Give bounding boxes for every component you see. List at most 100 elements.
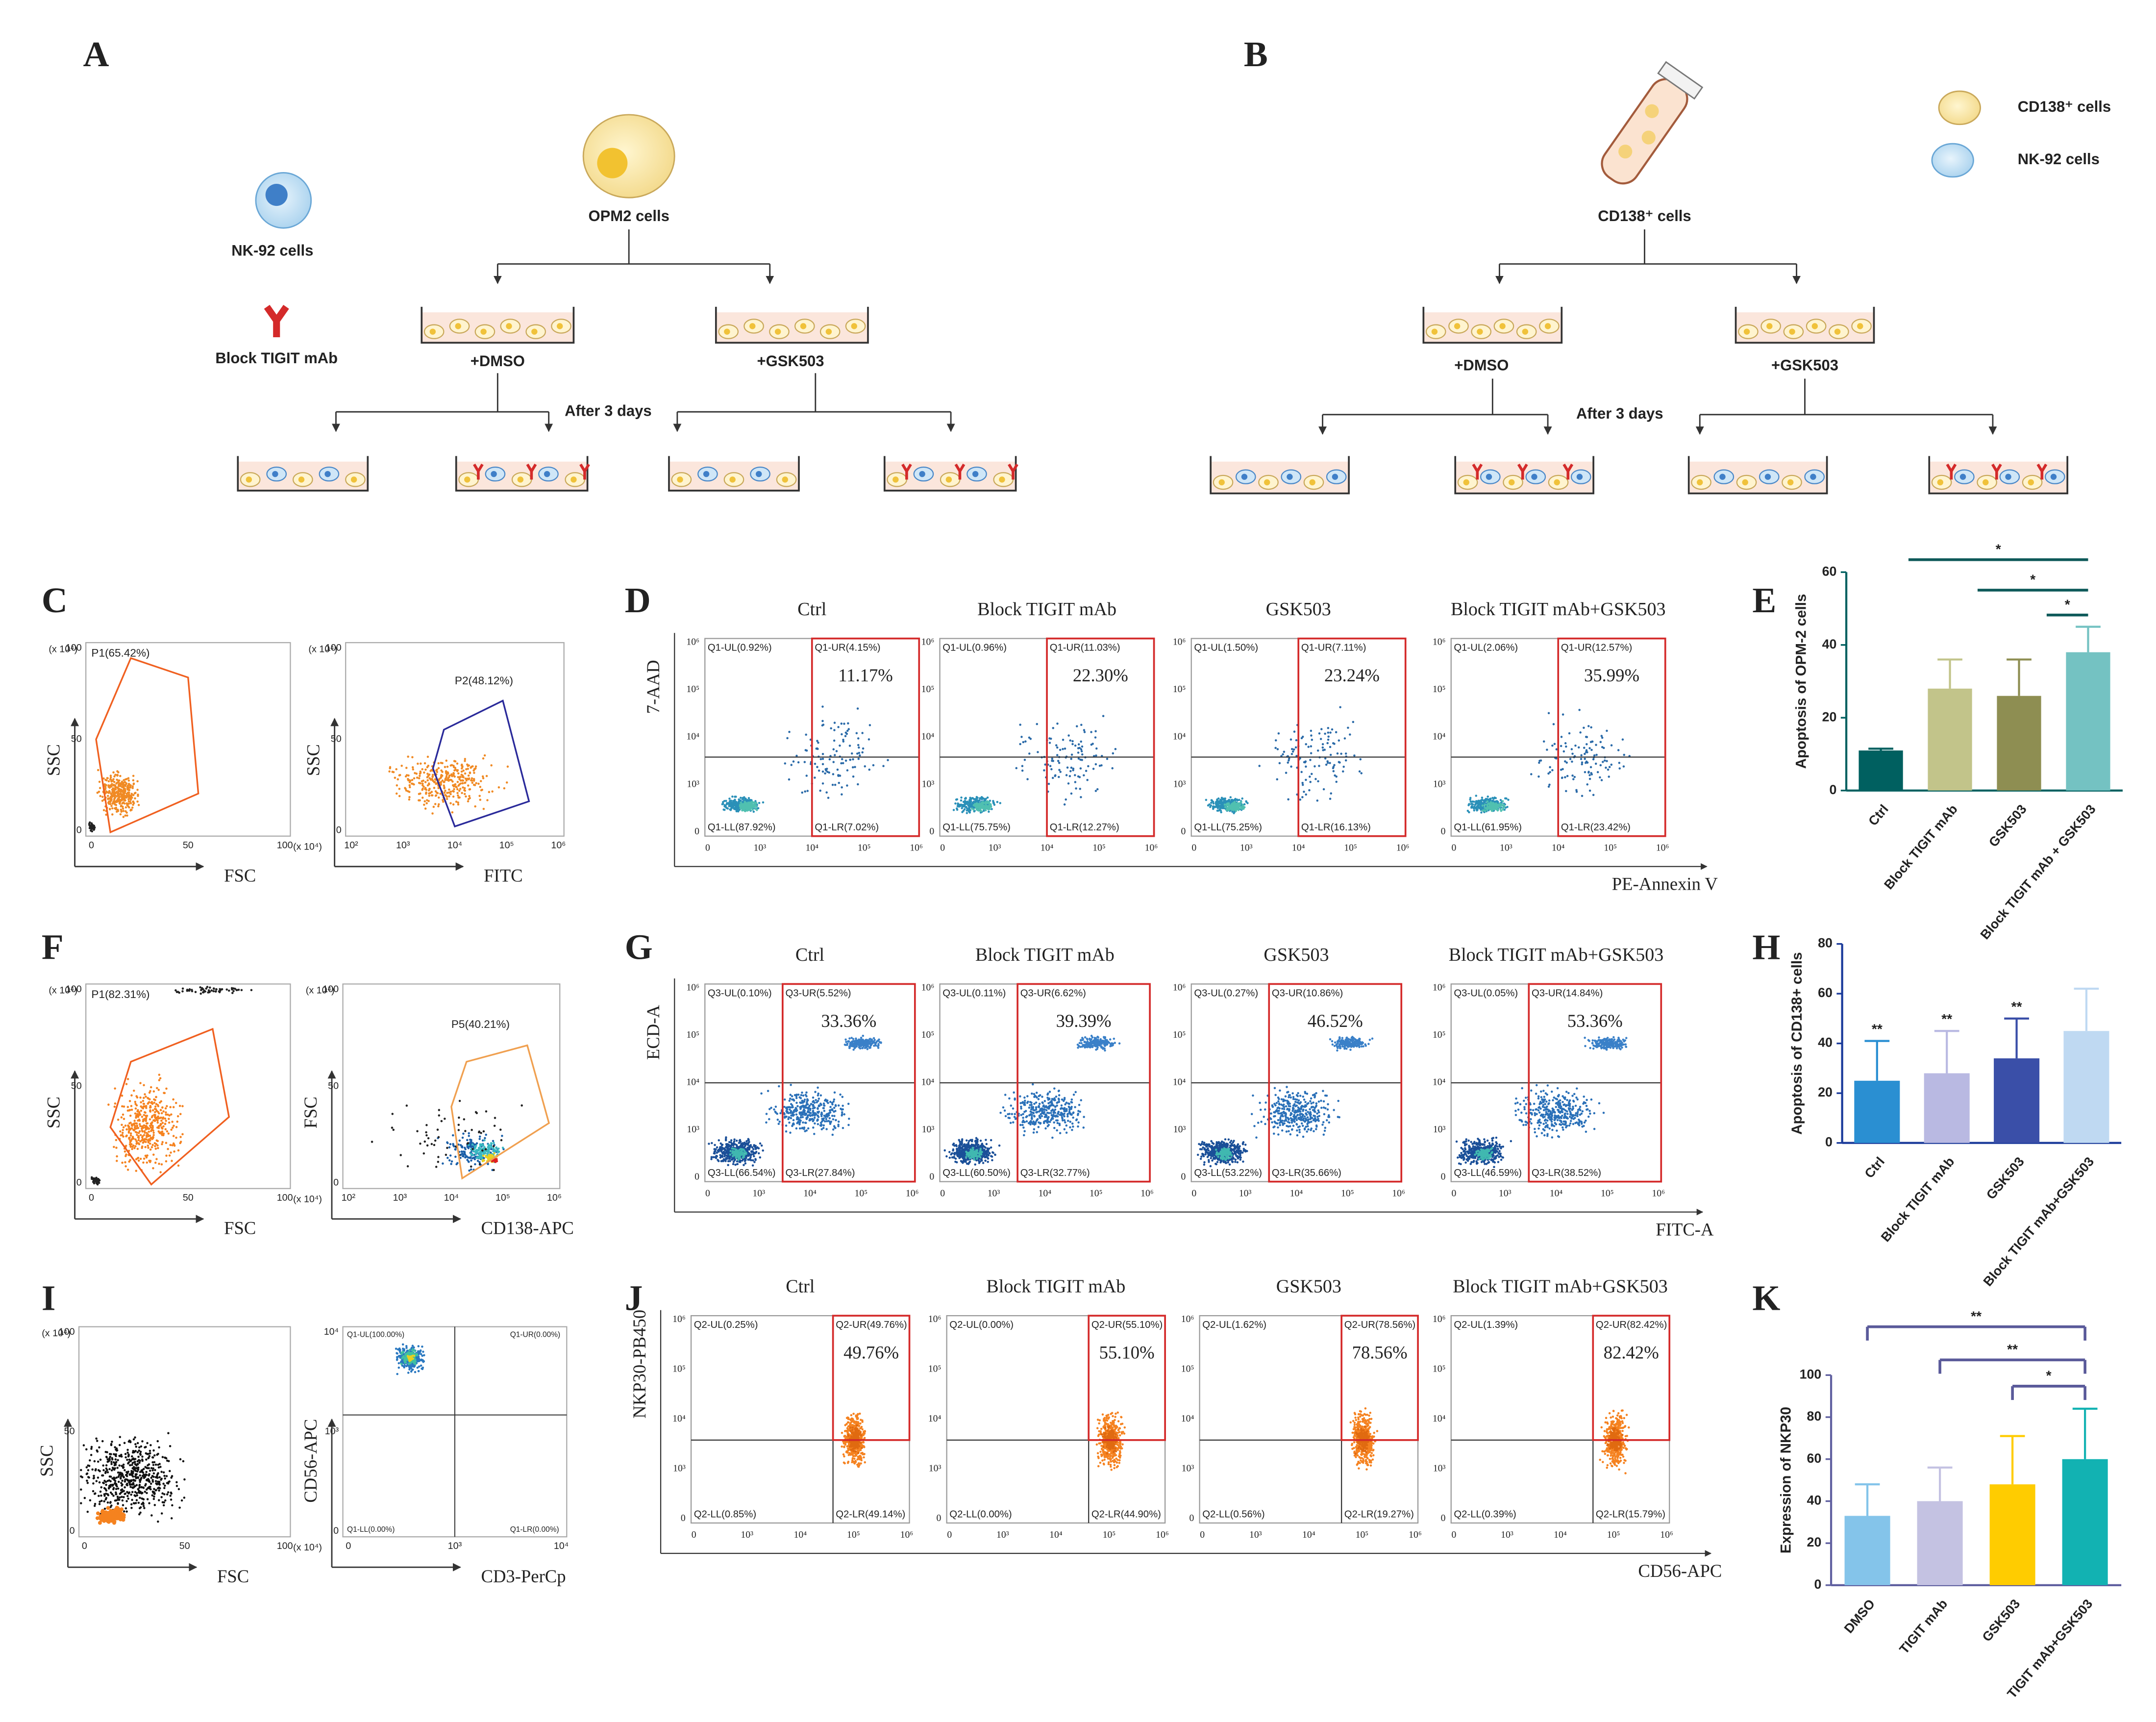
- event-dot: [438, 1109, 441, 1111]
- event-dot: [461, 1155, 464, 1157]
- event-dot: [157, 1466, 160, 1469]
- event-dot: [1233, 805, 1236, 807]
- event-dot: [127, 798, 130, 800]
- event-dot: [743, 800, 746, 803]
- event-dot: [1070, 753, 1073, 756]
- event-dot: [1480, 811, 1483, 814]
- event-dot: [161, 1141, 164, 1144]
- event-dot: [139, 1506, 142, 1509]
- event-dot: [454, 1155, 457, 1158]
- event-dot: [105, 1467, 108, 1470]
- legend-nk-icon: [1931, 143, 1974, 178]
- event-dot: [437, 762, 440, 765]
- event-dot: [461, 1152, 464, 1155]
- event-dot: [1475, 807, 1478, 810]
- event-dot: [133, 1147, 136, 1149]
- event-dot: [132, 1438, 135, 1441]
- event-dot: [1023, 758, 1026, 761]
- event-dot: [1074, 744, 1077, 747]
- diagram-label: NK-92 cells: [231, 242, 313, 259]
- event-dot: [1066, 766, 1069, 769]
- nucleus: [945, 476, 952, 483]
- y-tick-label: 100: [322, 984, 339, 995]
- event-dot: [165, 1154, 168, 1157]
- event-dot: [188, 988, 191, 991]
- event-dot: [408, 1348, 411, 1351]
- event-dot: [1316, 799, 1319, 802]
- event-dot: [467, 784, 470, 787]
- event-dot: [832, 761, 835, 763]
- nucleus: [1719, 474, 1726, 480]
- event-dot: [452, 766, 455, 769]
- event-dot: [137, 1137, 140, 1139]
- nucleus: [972, 471, 979, 477]
- event-dot: [199, 992, 202, 995]
- y-tick-label: 100: [66, 984, 82, 995]
- nucleus: [1499, 323, 1506, 329]
- event-dot: [154, 1148, 157, 1150]
- event-dot: [1473, 805, 1476, 808]
- event-dot: [175, 991, 178, 994]
- event-dot: [1274, 739, 1277, 742]
- event-dot: [127, 1127, 130, 1130]
- event-dot: [423, 800, 426, 802]
- event-dot: [106, 1480, 109, 1482]
- event-dot: [723, 808, 726, 811]
- event-dot: [96, 1440, 99, 1442]
- event-dot: [1481, 797, 1484, 799]
- event-dot: [154, 1108, 157, 1111]
- event-dot: [109, 1501, 112, 1503]
- event-dot: [139, 1450, 142, 1453]
- event-dot: [952, 809, 955, 811]
- event-dot: [107, 791, 110, 794]
- event-dot: [1304, 761, 1306, 764]
- event-dot: [735, 802, 738, 805]
- event-dot: [103, 1513, 107, 1517]
- event-dot: [841, 793, 843, 796]
- event-dot: [127, 793, 130, 796]
- event-dot: [170, 1151, 172, 1154]
- nucleus: [919, 471, 925, 477]
- gate-label: P5(40.21%): [451, 1018, 510, 1030]
- event-dot: [151, 1115, 154, 1117]
- event-dot: [1311, 738, 1313, 741]
- event-dot: [130, 1108, 133, 1111]
- event-dot: [181, 987, 184, 990]
- event-dot: [449, 1143, 452, 1146]
- event-dot: [458, 790, 461, 792]
- event-dot: [826, 771, 829, 773]
- axis-scale: (x 10⁴): [293, 1194, 322, 1204]
- event-dot: [136, 1442, 139, 1445]
- event-dot: [112, 1483, 114, 1486]
- event-dot: [1495, 800, 1498, 802]
- event-dot: [155, 1096, 157, 1098]
- event-dot: [147, 1147, 149, 1149]
- event-dot: [129, 1139, 131, 1142]
- y-axis-label: SSC: [44, 1097, 64, 1128]
- event-dot: [234, 988, 236, 990]
- event-dot: [1037, 751, 1039, 753]
- y-tick-label: 10⁶: [1173, 637, 1186, 648]
- event-dot: [1094, 790, 1097, 792]
- nucleus: [265, 183, 288, 206]
- event-dot: [142, 1498, 145, 1501]
- event-dot: [446, 765, 449, 768]
- event-dot: [111, 1511, 115, 1515]
- event-dot: [136, 789, 139, 791]
- plot-frame: [345, 642, 565, 837]
- nucleus: [464, 476, 471, 483]
- event-dot: [857, 744, 860, 747]
- event-dot: [803, 761, 806, 763]
- event-dot: [474, 765, 477, 768]
- dish: [421, 306, 575, 344]
- event-dot: [474, 805, 476, 808]
- event-dot: [124, 814, 127, 817]
- event-dot: [148, 1486, 151, 1488]
- y-tick-label: 10⁶: [686, 637, 699, 648]
- event-dot: [440, 783, 443, 785]
- event-dot: [1050, 768, 1053, 771]
- event-dot: [1049, 765, 1052, 768]
- event-dot: [1075, 725, 1078, 727]
- event-dot: [124, 795, 127, 798]
- event-dot: [156, 1119, 159, 1122]
